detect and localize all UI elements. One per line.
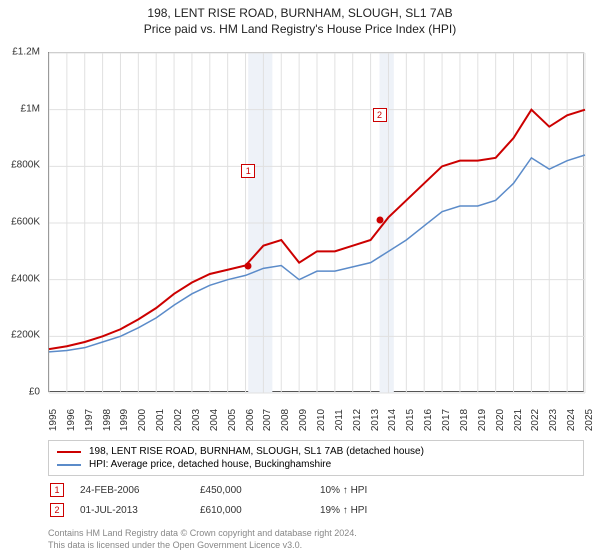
x-tick-label: 2005 (227, 409, 238, 431)
x-tick-label: 2008 (280, 409, 291, 431)
x-tick-label: 1995 (48, 409, 59, 431)
marker-date: 01-JUL-2013 (80, 505, 200, 516)
x-tick-label: 2014 (387, 409, 398, 431)
y-axis-labels: £0£200K£400K£600K£800K£1M£1.2M (0, 52, 44, 392)
marker-price: £610,000 (200, 505, 320, 516)
x-tick-label: 2023 (548, 409, 559, 431)
x-tick-label: 2013 (370, 409, 381, 431)
x-tick-label: 2024 (566, 409, 577, 431)
legend-label: HPI: Average price, detached house, Buck… (89, 459, 331, 470)
marker-delta: 19% ↑ HPI (320, 505, 440, 516)
marker-dot-2 (376, 217, 383, 224)
x-axis-labels: 1995 1996 1997 1998 1999 2000 2001 2002 2003 2004… (48, 392, 584, 442)
y-tick-label: £0 (29, 387, 40, 398)
y-tick-label: £400K (11, 273, 40, 284)
marker-date: 24-FEB-2006 (80, 485, 200, 496)
x-tick-label: 1999 (119, 409, 130, 431)
marker-table-num: 1 (50, 483, 64, 497)
chart-container: 198, LENT RISE ROAD, BURNHAM, SLOUGH, SL… (0, 0, 600, 560)
y-tick-label: £200K (11, 330, 40, 341)
x-tick-label: 2006 (245, 409, 256, 431)
y-tick-label: £600K (11, 217, 40, 228)
y-tick-label: £1.2M (12, 47, 40, 58)
marker-table-row: 1 24-FEB-2006£450,00010% ↑ HPI (48, 480, 584, 500)
x-tick-label: 2010 (316, 409, 327, 431)
marker-price: £450,000 (200, 485, 320, 496)
x-tick-label: 2003 (191, 409, 202, 431)
x-tick-label: 2012 (352, 409, 363, 431)
x-tick-label: 2020 (495, 409, 506, 431)
x-tick-label: 2019 (477, 409, 488, 431)
marker-dot-1 (245, 262, 252, 269)
x-tick-label: 2016 (423, 409, 434, 431)
marker-table-row: 2 01-JUL-2013£610,00019% ↑ HPI (48, 500, 584, 520)
x-tick-label: 2018 (459, 409, 470, 431)
marker-box-1: 1 (241, 164, 255, 178)
x-tick-label: 2015 (405, 409, 416, 431)
x-tick-label: 2025 (584, 409, 595, 431)
x-tick-label: 2007 (262, 409, 273, 431)
x-tick-label: 2021 (513, 409, 524, 431)
legend-swatch (57, 451, 81, 453)
marker-table: 1 24-FEB-2006£450,00010% ↑ HPI 2 01-JUL-201… (48, 480, 584, 520)
legend-label: 198, LENT RISE ROAD, BURNHAM, SLOUGH, SL… (89, 446, 424, 457)
x-tick-label: 2001 (155, 409, 166, 431)
x-tick-label: 2002 (173, 409, 184, 431)
title-block: 198, LENT RISE ROAD, BURNHAM, SLOUGH, SL… (0, 0, 600, 38)
legend-item: 198, LENT RISE ROAD, BURNHAM, SLOUGH, SL… (57, 445, 575, 458)
x-tick-label: 2000 (137, 409, 148, 431)
x-tick-label: 2022 (530, 409, 541, 431)
x-tick-label: 2009 (298, 409, 309, 431)
y-tick-label: £1M (21, 103, 40, 114)
x-tick-label: 1998 (102, 409, 113, 431)
legend-item: HPI: Average price, detached house, Buck… (57, 458, 575, 471)
title-address: 198, LENT RISE ROAD, BURNHAM, SLOUGH, SL… (0, 6, 600, 20)
x-tick-label: 2011 (334, 409, 345, 431)
footer-line2: This data is licensed under the Open Gov… (48, 540, 584, 552)
x-tick-label: 1996 (66, 409, 77, 431)
footer-line1: Contains HM Land Registry data © Crown c… (48, 528, 584, 540)
marker-table-num: 2 (50, 503, 64, 517)
legend: 198, LENT RISE ROAD, BURNHAM, SLOUGH, SL… (48, 440, 584, 476)
legend-swatch (57, 464, 81, 466)
x-tick-label: 1997 (84, 409, 95, 431)
chart-svg (49, 53, 585, 393)
marker-box-2: 2 (373, 108, 387, 122)
x-tick-label: 2004 (209, 409, 220, 431)
title-subtitle: Price paid vs. HM Land Registry's House … (0, 22, 600, 36)
y-tick-label: £800K (11, 160, 40, 171)
x-tick-label: 2017 (441, 409, 452, 431)
marker-delta: 10% ↑ HPI (320, 485, 440, 496)
chart-plot-area: 12 (48, 52, 584, 392)
footer-attribution: Contains HM Land Registry data © Crown c… (48, 528, 584, 551)
